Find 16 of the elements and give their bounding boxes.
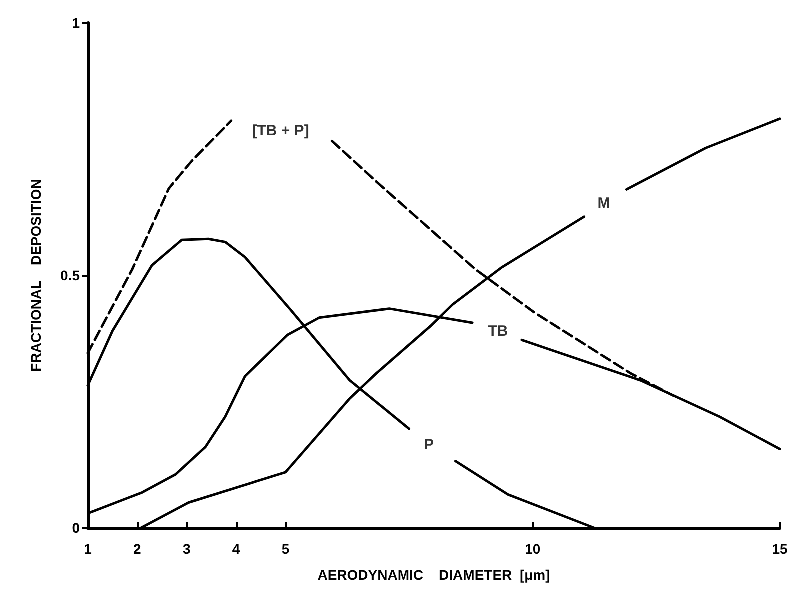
x-tick-label: 3 (182, 541, 191, 557)
x-tick-label: 5 (282, 541, 290, 557)
x-tick-label: 15 (772, 541, 788, 557)
y-tick-label: 0 (72, 520, 80, 536)
series-label: M (598, 194, 610, 212)
y-tick-label: 1 (72, 15, 80, 31)
series-label: TB (488, 323, 508, 340)
x-tick-label: 1 (84, 541, 92, 557)
x-tick-label: 4 (232, 541, 240, 557)
y-tick-label: 0.5 (60, 268, 80, 284)
x-tick-label: 10 (525, 541, 541, 557)
series-label: [TB + P] (252, 122, 310, 140)
y-axis-title: FRACTIONAL DEPOSITION (28, 179, 44, 372)
x-axis-title: AERODYNAMIC DIAMETER [μm] (318, 567, 550, 583)
series-label: P (424, 436, 434, 454)
x-tick-label: 2 (134, 541, 142, 557)
